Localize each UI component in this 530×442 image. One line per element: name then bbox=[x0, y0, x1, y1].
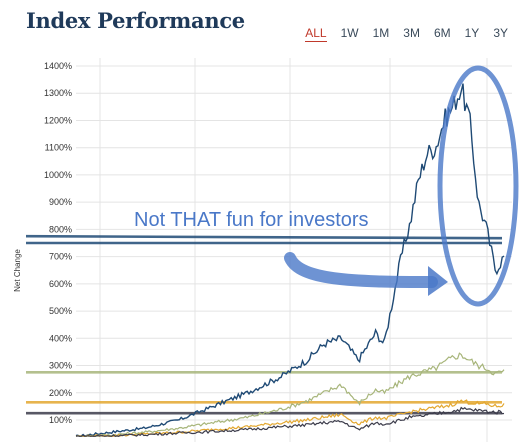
range-1m-button[interactable]: 1M bbox=[372, 26, 390, 40]
y-tick-label: 100% bbox=[49, 415, 72, 425]
range-3m-button[interactable]: 3M bbox=[403, 26, 420, 40]
annotation-circle bbox=[437, 65, 519, 307]
annotation-arrow-shaft bbox=[284, 252, 438, 288]
y-tick-label: 1200% bbox=[44, 115, 72, 125]
range-all-button[interactable]: ALL bbox=[305, 26, 327, 42]
series-lines bbox=[75, 83, 505, 438]
series-line-0 bbox=[75, 83, 505, 438]
range-3y-button[interactable]: 3Y bbox=[493, 26, 508, 40]
page-title: Index Performance bbox=[26, 8, 245, 33]
reference-line-0 bbox=[25, 234, 503, 240]
annotation-text: Not THAT fun for investors bbox=[134, 209, 369, 231]
y-tick-label: 1000% bbox=[44, 170, 72, 180]
y-tick-label: 900% bbox=[49, 197, 72, 207]
y-tick-label: 600% bbox=[49, 279, 72, 289]
chart-grid bbox=[76, 58, 512, 442]
range-1y-button[interactable]: 1Y bbox=[464, 26, 480, 40]
annotation-arrow-head bbox=[428, 266, 448, 296]
range-selector: ALL 1W 1M 3M 6M 1Y 3Y bbox=[305, 26, 508, 42]
y-tick-label: 1300% bbox=[44, 88, 72, 98]
annotation-layer: Not THAT fun for investors bbox=[134, 65, 519, 307]
series-line-2 bbox=[75, 399, 505, 438]
y-tick-label: 800% bbox=[49, 224, 72, 234]
y-tick-label: 300% bbox=[49, 361, 72, 371]
range-1w-button[interactable]: 1W bbox=[340, 26, 359, 40]
series-line-1 bbox=[75, 352, 505, 437]
y-tick-label: 1100% bbox=[45, 143, 72, 153]
y-tick-labels: 100% 200% 300% 400% 500% 600% 700% 800% 900% 1000… bbox=[44, 61, 72, 425]
y-tick-label: 500% bbox=[49, 306, 72, 316]
y-tick-label: 700% bbox=[49, 252, 72, 262]
y-tick-label: 1400% bbox=[44, 61, 72, 71]
series-line-3 bbox=[75, 406, 505, 437]
range-6m-button[interactable]: 6M bbox=[433, 26, 451, 40]
y-tick-label: 200% bbox=[49, 388, 72, 398]
y-tick-label: 400% bbox=[49, 333, 72, 343]
